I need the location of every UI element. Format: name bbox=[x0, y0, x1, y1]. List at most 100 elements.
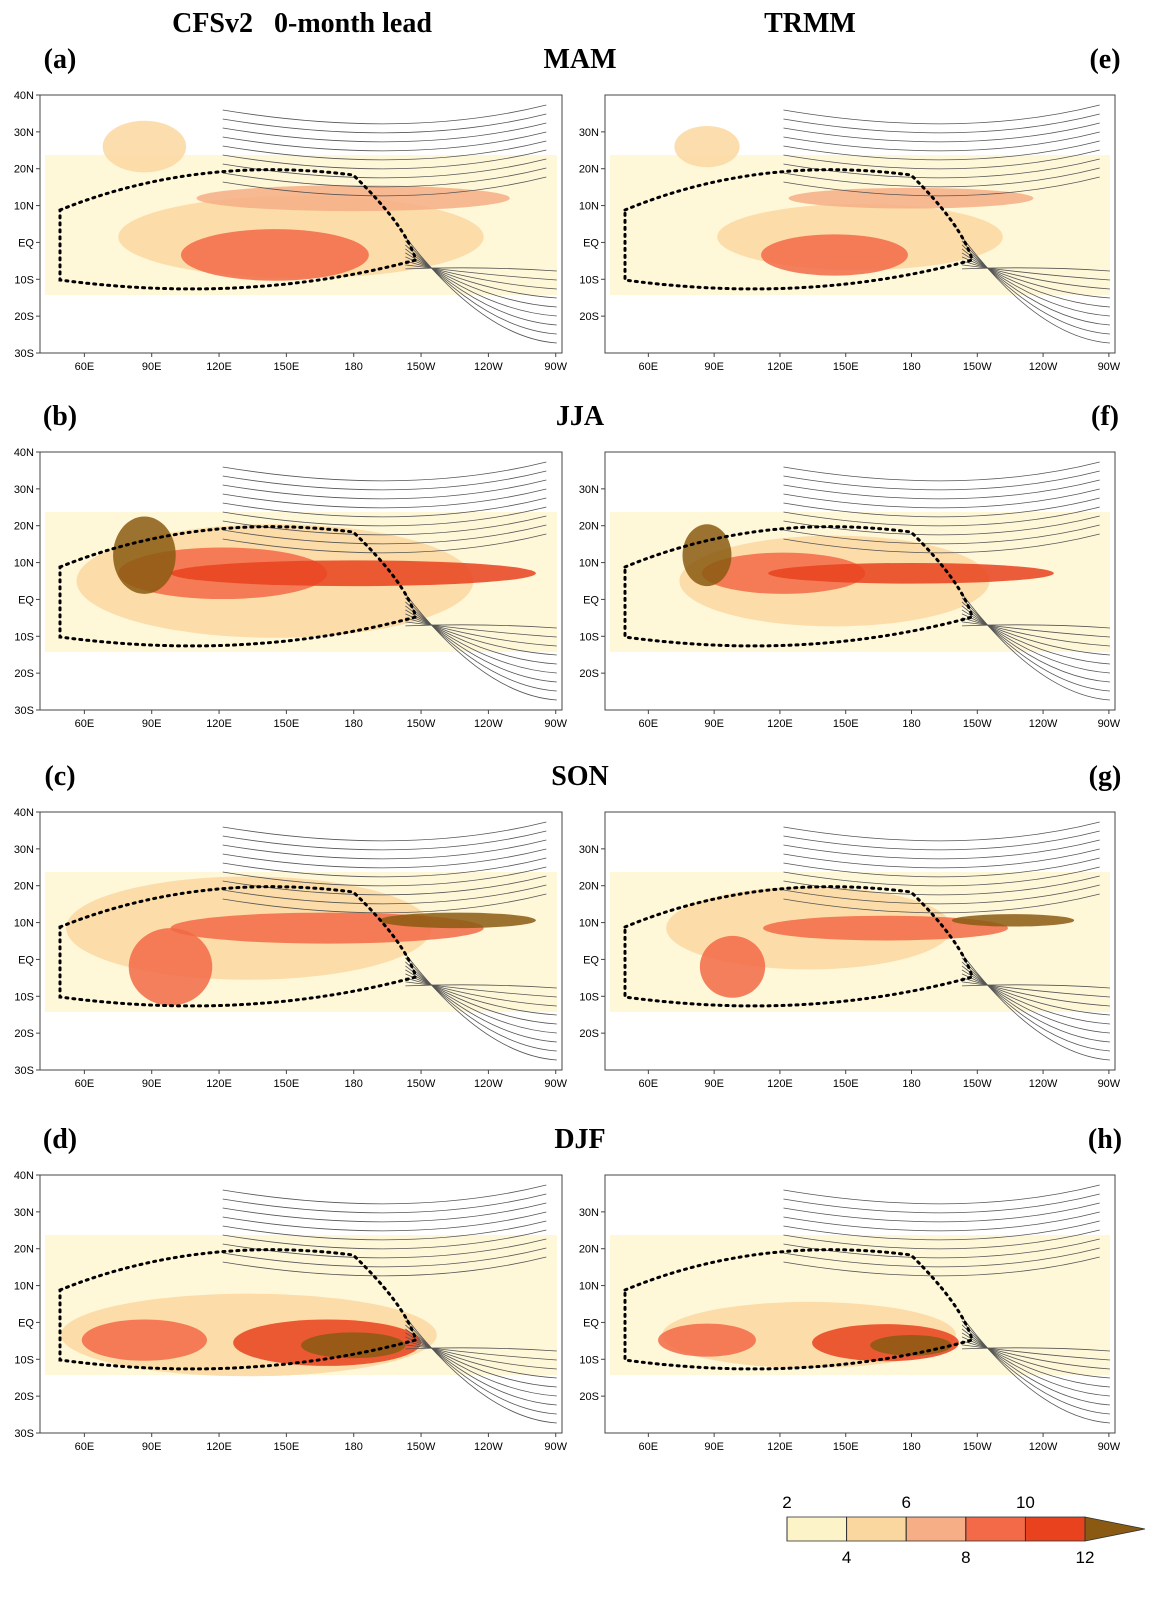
warm-pool-28c bbox=[58, 885, 418, 1008]
lon-label: 120E bbox=[206, 1078, 232, 1090]
map-panel: 60E 90E 120E 150E 180 150W 120W 90W 40N 30N 20N 10N… bbox=[14, 1170, 568, 1453]
sst-contour bbox=[405, 267, 557, 272]
sst-contour bbox=[222, 857, 547, 878]
sst-contour bbox=[783, 1220, 1100, 1241]
sst-contour bbox=[783, 821, 1100, 842]
rainfall-region bbox=[658, 1323, 756, 1357]
sst-contour bbox=[961, 244, 1110, 326]
sst-contour bbox=[405, 973, 557, 1016]
lat-label: 30S bbox=[14, 705, 34, 717]
lon-label: 120E bbox=[767, 1078, 793, 1090]
lat-label: EQ bbox=[18, 1317, 34, 1329]
lat-label: 40N bbox=[14, 447, 34, 459]
sst-contour bbox=[961, 256, 1110, 299]
lat-label: 20N bbox=[579, 881, 599, 893]
sst-contour bbox=[222, 1211, 547, 1232]
colorbar-box bbox=[905, 1516, 967, 1542]
lat-label: 10S bbox=[579, 991, 599, 1003]
lon-label: 90E bbox=[142, 1441, 162, 1453]
lat-label: EQ bbox=[583, 594, 599, 606]
lon-label: 120W bbox=[1029, 1078, 1058, 1090]
rainfall-region bbox=[761, 234, 908, 276]
lon-label: 120W bbox=[1029, 718, 1058, 730]
sst-contour bbox=[783, 149, 1100, 170]
sst-contour bbox=[783, 176, 1100, 197]
left-title: CFSv2 0-month lead bbox=[172, 8, 432, 39]
lat-label: 20S bbox=[14, 668, 34, 680]
sst-contour bbox=[405, 260, 557, 290]
lon-label: 90E bbox=[142, 718, 162, 730]
lon-label: 120E bbox=[206, 361, 232, 373]
lon-label: 180 bbox=[345, 1078, 363, 1090]
lon-label: 90E bbox=[142, 361, 162, 373]
lat-label: 10S bbox=[579, 631, 599, 643]
sst-contour bbox=[783, 524, 1100, 545]
lon-label: 90W bbox=[1098, 361, 1121, 373]
rainfall-region bbox=[170, 560, 536, 587]
lon-label: 120W bbox=[474, 361, 503, 373]
lat-label: 30S bbox=[14, 1065, 34, 1077]
lat-label: 30N bbox=[579, 1207, 599, 1219]
sst-contour bbox=[961, 1344, 1110, 1361]
lon-label: 60E bbox=[75, 718, 95, 730]
panel-label: (d) bbox=[43, 1124, 77, 1155]
sst-contour bbox=[961, 1324, 1110, 1406]
lon-label: 90E bbox=[704, 1078, 724, 1090]
sst-contour bbox=[222, 1184, 547, 1205]
panel-label: (h) bbox=[1088, 1124, 1122, 1155]
sst-contour bbox=[961, 601, 1110, 683]
lat-label: 30N bbox=[579, 127, 599, 139]
sst-contour bbox=[961, 609, 1110, 665]
sst-contour bbox=[405, 621, 557, 638]
sst-contour bbox=[961, 267, 1110, 272]
map-panel: 60E 90E 120E 150E 180 150W 120W 90W 30N 20N 10N EQ 1… bbox=[579, 1174, 1121, 1453]
rainfall-region bbox=[113, 516, 176, 594]
sst-contour bbox=[405, 957, 557, 1052]
lon-label: 120E bbox=[206, 718, 232, 730]
sst-contour bbox=[405, 597, 557, 692]
lat-label: 30S bbox=[14, 1428, 34, 1440]
sst-contour bbox=[961, 260, 1110, 290]
lat-label: EQ bbox=[583, 954, 599, 966]
map-panel: 60E 90E 120E 150E 180 150W 120W 90W 40N 30N 20N 10N… bbox=[14, 90, 568, 373]
sst-contour bbox=[222, 1229, 547, 1250]
sst-contour bbox=[405, 605, 557, 674]
map-panel: 60E 90E 120E 150E 180 150W 120W 90W 40N 30N 20N 10N… bbox=[14, 447, 568, 730]
lon-label: 180 bbox=[902, 1441, 920, 1453]
map-panel: 60E 90E 120E 150E 180 150W 120W 90W 40N 30N 20N 10N… bbox=[14, 807, 568, 1090]
sst-contour bbox=[783, 830, 1100, 851]
map-frame bbox=[39, 94, 563, 354]
sst-contour bbox=[405, 248, 557, 317]
sst-contour bbox=[783, 1229, 1100, 1250]
sst-contour bbox=[961, 1332, 1110, 1388]
lon-label: 90W bbox=[1098, 1441, 1121, 1453]
lat-label: 20S bbox=[579, 1391, 599, 1403]
rainfall-region bbox=[102, 120, 187, 173]
sst-contour bbox=[405, 1320, 557, 1415]
sst-contour bbox=[961, 252, 1110, 308]
sst-contour bbox=[405, 961, 557, 1043]
colorbar-label: 10 bbox=[1016, 1493, 1035, 1512]
lon-label: 120E bbox=[767, 361, 793, 373]
sst-contour bbox=[405, 969, 557, 1025]
sst-contour bbox=[222, 488, 547, 509]
sst-contour bbox=[783, 113, 1100, 134]
sst-contour bbox=[405, 981, 557, 998]
sst-contour bbox=[222, 479, 547, 500]
lat-label: 20N bbox=[579, 164, 599, 176]
lat-label: 40N bbox=[14, 1170, 34, 1182]
sst-contour bbox=[783, 104, 1100, 125]
lon-label: 90W bbox=[1098, 718, 1121, 730]
sst-contour bbox=[222, 506, 547, 527]
sst-contour bbox=[222, 524, 547, 545]
sst-contour bbox=[222, 176, 547, 197]
lat-label: 20S bbox=[579, 311, 599, 323]
warm-pool-28c bbox=[623, 1248, 975, 1371]
sst-contour bbox=[961, 965, 1110, 1034]
lat-label: 10N bbox=[579, 201, 599, 213]
lat-label: 20N bbox=[14, 521, 34, 533]
map-panel: 60E 90E 120E 150E 180 150W 120W 90W 30N 20N 10N EQ 1… bbox=[579, 94, 1121, 373]
sst-contour bbox=[783, 1202, 1100, 1223]
rainfall-region bbox=[128, 928, 213, 1006]
